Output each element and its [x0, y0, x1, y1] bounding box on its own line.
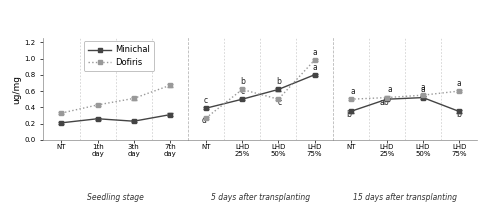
Text: Seedling stage: Seedling stage	[87, 193, 144, 202]
Text: c: c	[240, 87, 244, 96]
Text: a: a	[388, 85, 392, 94]
Text: 15 days after transplanting: 15 days after transplanting	[353, 193, 457, 202]
Text: b: b	[347, 110, 351, 119]
Text: a: a	[350, 87, 355, 96]
Text: a: a	[312, 48, 317, 57]
Text: b: b	[456, 110, 462, 119]
Text: b: b	[240, 77, 245, 86]
Text: ab: ab	[379, 98, 388, 107]
Text: a: a	[457, 79, 461, 88]
Legend: Minichal, Dofiris: Minichal, Dofiris	[84, 41, 154, 71]
Text: c: c	[204, 96, 208, 105]
Text: a: a	[421, 83, 425, 92]
Text: d: d	[202, 116, 207, 125]
Text: b: b	[276, 77, 281, 86]
Y-axis label: ug/mg: ug/mg	[13, 75, 22, 103]
Text: a: a	[312, 63, 317, 71]
Text: a: a	[421, 85, 425, 94]
Text: c: c	[278, 98, 282, 107]
Text: 5 days after transplanting: 5 days after transplanting	[211, 193, 310, 202]
